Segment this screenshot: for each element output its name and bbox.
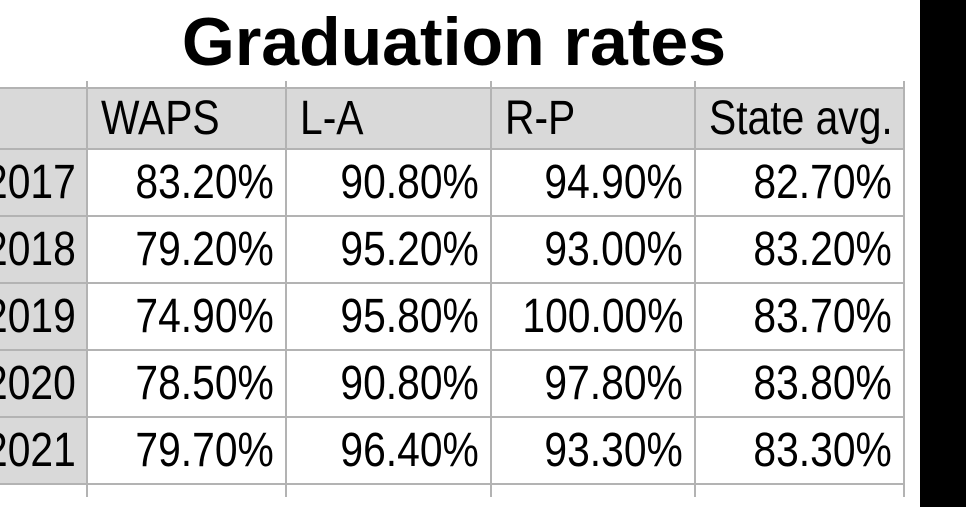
value-text: 90.80%	[340, 155, 479, 209]
value-text: 90.80%	[340, 356, 479, 410]
stub-cell	[492, 81, 694, 87]
chart-title: Graduation rates	[181, 4, 727, 80]
value-cell: 90.80%	[287, 150, 490, 215]
header-label: State avg.	[709, 91, 893, 145]
value-text: 83.20%	[753, 222, 892, 276]
value-cell: 83.80%	[696, 351, 903, 416]
stub-cell	[287, 485, 490, 497]
value-cell: 93.30%	[492, 418, 694, 483]
value-cell: 96.40%	[287, 418, 490, 483]
value-text: 82.70%	[753, 155, 892, 209]
value-text: 95.80%	[340, 289, 479, 343]
header-cell-la: L-A	[287, 89, 490, 148]
header-label: R-P	[505, 91, 576, 145]
stub-cell	[88, 485, 285, 497]
value-cell: 83.20%	[696, 217, 903, 282]
value-cell: 95.20%	[287, 217, 490, 282]
stub-cell	[0, 485, 86, 497]
value-text: 83.30%	[753, 423, 892, 477]
value-cell: 97.80%	[492, 351, 694, 416]
stub-cell	[287, 81, 490, 87]
value-cell: 79.70%	[88, 418, 285, 483]
stub-cell	[0, 81, 86, 87]
stub-cell	[492, 485, 694, 497]
value-text: 96.40%	[340, 423, 479, 477]
graduation-rates-table: WAPS L-A R-P State avg. 2017 83.20% 90.8…	[0, 81, 905, 497]
value-cell: 79.20%	[88, 217, 285, 282]
year-label-cell: 2017	[0, 150, 86, 215]
value-cell: 74.90%	[88, 284, 285, 349]
stub-cell	[696, 81, 903, 87]
year-label-cell: 2020	[0, 351, 86, 416]
year-label: 2019	[0, 289, 76, 343]
year-label-cell: 2019	[0, 284, 86, 349]
year-label: 2020	[0, 356, 76, 410]
value-text: 79.70%	[135, 423, 274, 477]
value-text: 95.20%	[340, 222, 479, 276]
header-cell-rp: R-P	[492, 89, 694, 148]
year-label-cell: 2018	[0, 217, 86, 282]
year-label-cell: 2021	[0, 418, 86, 483]
year-label: 2018	[0, 222, 76, 276]
value-cell: 82.70%	[696, 150, 903, 215]
value-cell: 94.90%	[492, 150, 694, 215]
value-cell: 93.00%	[492, 217, 694, 282]
header-cell-waps: WAPS	[88, 89, 285, 148]
year-label: 2021	[0, 423, 76, 477]
value-text: 78.50%	[135, 356, 274, 410]
value-cell: 83.70%	[696, 284, 903, 349]
value-cell: 100.00%	[492, 284, 694, 349]
value-cell: 78.50%	[88, 351, 285, 416]
value-text: 93.30%	[544, 423, 683, 477]
value-cell: 83.30%	[696, 418, 903, 483]
corner-header-cell	[0, 89, 86, 148]
value-text: 83.80%	[753, 356, 892, 410]
right-black-bar	[920, 0, 966, 507]
value-text: 100.00%	[521, 289, 683, 343]
value-text: 74.90%	[135, 289, 274, 343]
value-cell: 90.80%	[287, 351, 490, 416]
value-cell: 95.80%	[287, 284, 490, 349]
value-text: 79.20%	[135, 222, 274, 276]
value-text: 93.00%	[544, 222, 683, 276]
value-text: 94.90%	[544, 155, 683, 209]
stub-cell	[88, 81, 285, 87]
value-text: 97.80%	[544, 356, 683, 410]
value-cell: 83.20%	[88, 150, 285, 215]
value-text: 83.70%	[753, 289, 892, 343]
header-label: WAPS	[101, 91, 220, 145]
header-cell-state-avg: State avg.	[696, 89, 903, 148]
value-text: 83.20%	[135, 155, 274, 209]
stub-cell	[696, 485, 903, 497]
year-label: 2017	[0, 155, 76, 209]
header-label: L-A	[300, 91, 364, 145]
